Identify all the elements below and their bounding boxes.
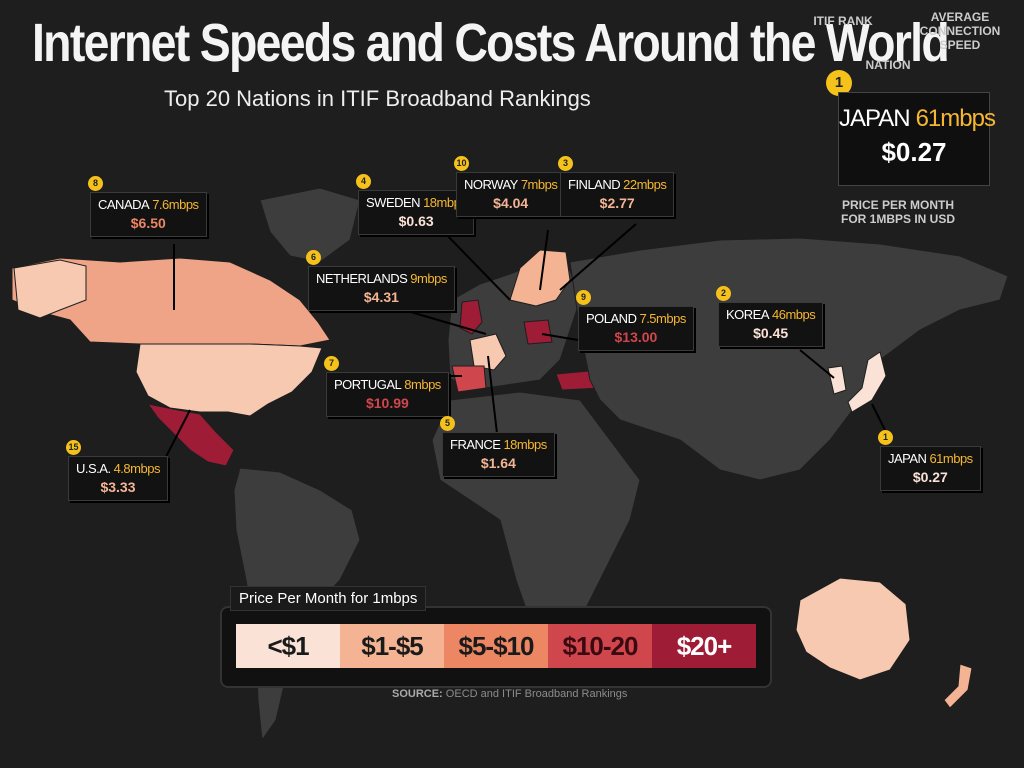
- country-callout: NORWAY 7mbps $4.04: [456, 172, 566, 217]
- country-speed: 4.8mbps: [113, 461, 161, 476]
- rank-badge: 3: [558, 156, 573, 171]
- country-callout: PORTUGAL 8mbps $10.99: [326, 372, 449, 417]
- source-text: OECD and ITIF Broadband Rankings: [445, 688, 628, 700]
- country-speed: 18mbps: [503, 437, 547, 452]
- country-price: $0.45: [753, 325, 789, 341]
- map-greenland: [259, 187, 361, 263]
- rank-badge: 6: [306, 250, 321, 265]
- callout-key: ITIF RANK AVERAGE CONNECTION SPEED NATIO…: [808, 8, 1023, 233]
- country-callout: NETHERLANDS 9mbps $4.31: [308, 266, 455, 311]
- key-rank-badge: 1: [826, 70, 852, 96]
- country-speed: 9mbps: [410, 271, 447, 286]
- key-speed: 61mbps: [915, 105, 996, 132]
- map-iberia: [451, 365, 487, 393]
- map-korea: [827, 365, 847, 395]
- country-name: FRANCE: [450, 437, 501, 452]
- rank-badge: 4: [356, 174, 371, 189]
- country-callout: SWEDEN 18mbps $0.63: [358, 190, 475, 235]
- legend-bin: $1-$5: [340, 624, 444, 668]
- country-speed: 7.5mbps: [639, 311, 686, 326]
- legend-bin: <$1: [236, 624, 340, 668]
- key-example-box: JAPAN 61mbps $0.27: [838, 92, 996, 186]
- map-usa: [135, 343, 323, 417]
- map-japan: [847, 351, 887, 413]
- key-country: JAPAN: [839, 105, 911, 132]
- country-speed: 46mbps: [772, 307, 816, 322]
- rank-badge: 10: [454, 156, 469, 171]
- country-callout: FRANCE 18mbps $1.64: [442, 432, 555, 477]
- map-mexico: [146, 403, 235, 467]
- country-name: JAPAN: [888, 451, 927, 466]
- map-new-zealand: [943, 663, 973, 709]
- rank-badge: 15: [66, 440, 81, 455]
- country-speed: 18mbps: [423, 195, 467, 210]
- legend-title: Price Per Month for 1mbps: [230, 586, 427, 611]
- map-france: [469, 333, 507, 371]
- map-poland: [523, 319, 553, 345]
- map-alaska: [13, 259, 87, 319]
- country-callout: POLAND 7.5mbps $13.00: [578, 306, 694, 351]
- key-price-label: PRICE PER MONTH FOR 1MBPS IN USD: [840, 198, 955, 226]
- country-name: KOREA: [726, 307, 770, 322]
- key-speed-label: AVERAGE CONNECTION SPEED: [919, 10, 1001, 52]
- country-callout: FINLAND 22mbps $2.77: [560, 172, 675, 217]
- country-price: $10.99: [365, 395, 409, 411]
- country-name: POLAND: [586, 311, 637, 326]
- country-name: NETHERLANDS: [316, 271, 408, 286]
- country-name: CANADA: [98, 197, 150, 212]
- page-title: Internet Speeds and Costs Around the Wor…: [32, 13, 950, 73]
- country-speed: 8mbps: [404, 377, 441, 392]
- rank-badge: 7: [324, 356, 339, 371]
- map-uk: [459, 299, 483, 335]
- rank-badge: 5: [440, 416, 455, 431]
- country-price: $0.63: [398, 213, 434, 229]
- key-price: $0.27: [881, 137, 947, 167]
- country-price: $6.50: [130, 215, 166, 231]
- country-price: $0.27: [912, 469, 948, 485]
- country-price: $1.64: [480, 455, 516, 471]
- rank-badge: 9: [576, 290, 591, 305]
- key-rank-label: ITIF RANK: [813, 14, 873, 28]
- legend-bin: $10-20: [548, 624, 652, 668]
- country-name: NORWAY: [464, 177, 518, 192]
- source-note: SOURCE: OECD and ITIF Broadband Rankings: [392, 688, 627, 700]
- country-callout: U.S.A. 4.8mbps $3.33: [68, 456, 168, 501]
- country-name: SWEDEN: [366, 195, 421, 210]
- source-label: SOURCE:: [392, 688, 443, 700]
- price-legend: <$1 $1-$5 $5-$10 $10-20 $20+: [220, 606, 772, 688]
- map-asia: [569, 237, 1009, 481]
- key-nation-label: NATION: [865, 58, 911, 72]
- country-callout: JAPAN 61mbps $0.27: [880, 446, 981, 491]
- country-price: $13.00: [614, 329, 658, 345]
- country-name: FINLAND: [568, 177, 621, 192]
- country-name: PORTUGAL: [334, 377, 402, 392]
- rank-badge: 2: [716, 286, 731, 301]
- map-australia: [795, 577, 911, 681]
- legend-bin: $5-$10: [444, 624, 548, 668]
- country-price: $2.77: [599, 195, 635, 211]
- country-callout: KOREA 46mbps $0.45: [718, 302, 824, 347]
- legend-bin: $20+: [652, 624, 756, 668]
- country-speed: 7.6mbps: [152, 197, 199, 212]
- page-subtitle: Top 20 Nations in ITIF Broadband Ranking…: [164, 86, 591, 111]
- country-callout: CANADA 7.6mbps $6.50: [90, 192, 207, 237]
- map-canada: [11, 257, 331, 347]
- country-price: $4.31: [363, 289, 399, 305]
- country-speed: 22mbps: [623, 177, 667, 192]
- country-speed: 7mbps: [520, 177, 558, 192]
- country-price: $3.33: [100, 479, 136, 495]
- map-scandinavia: [509, 249, 571, 307]
- country-price: $4.04: [493, 195, 529, 211]
- rank-badge: 8: [88, 176, 103, 191]
- country-name: U.S.A.: [76, 461, 111, 476]
- country-speed: 61mbps: [929, 451, 973, 466]
- rank-badge: 1: [878, 430, 893, 445]
